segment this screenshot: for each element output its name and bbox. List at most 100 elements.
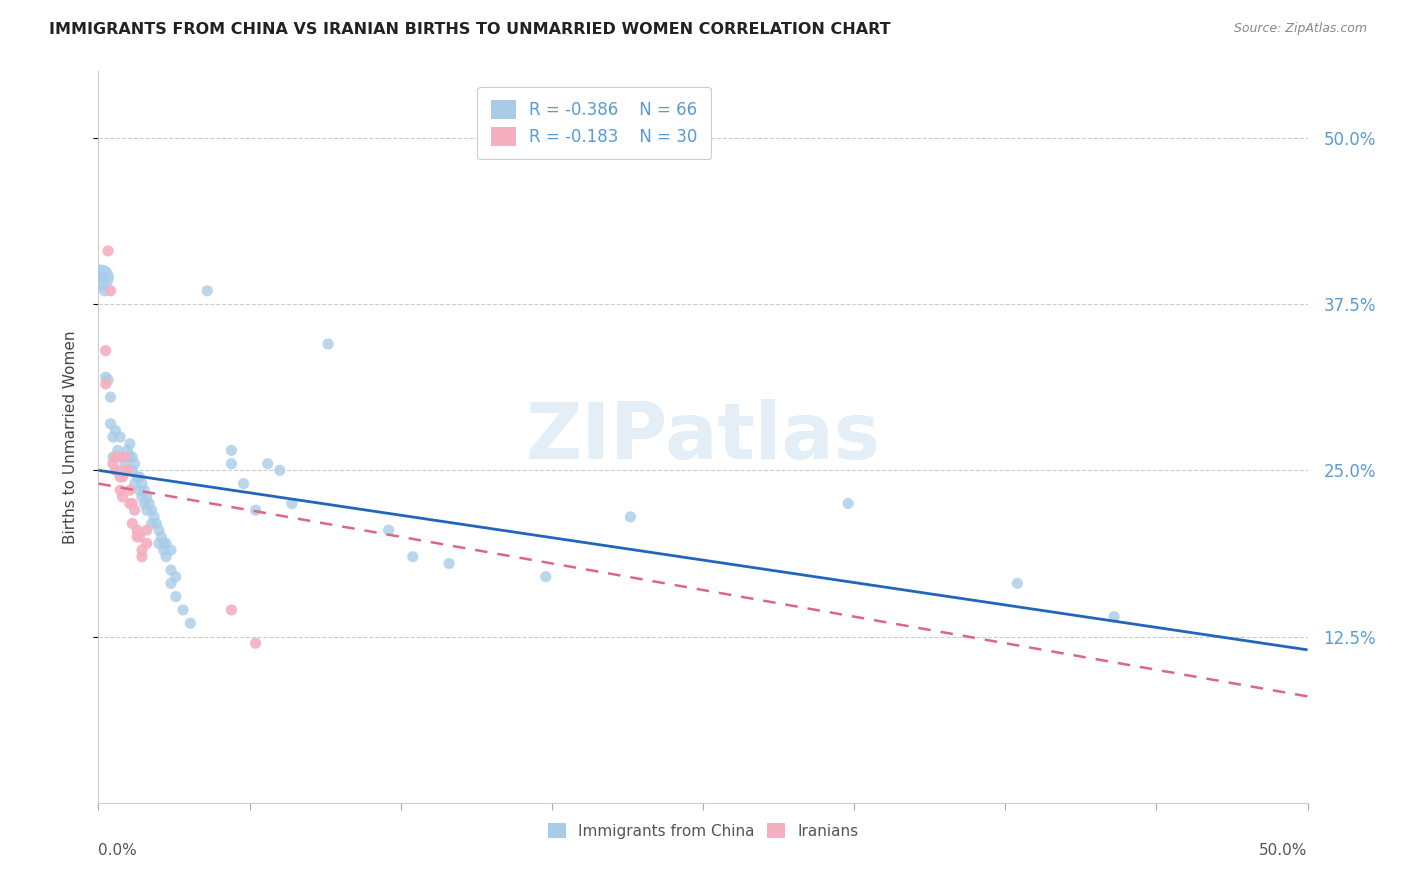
Point — [111, 490, 134, 504]
Point — [172, 603, 194, 617]
Point — [91, 270, 114, 285]
Point — [104, 424, 127, 438]
Point — [121, 450, 143, 464]
Point — [534, 570, 557, 584]
Point — [100, 390, 122, 404]
Point — [245, 503, 267, 517]
Point — [141, 503, 163, 517]
Point — [143, 509, 166, 524]
Point — [94, 370, 117, 384]
Point — [148, 536, 170, 550]
Point — [141, 516, 163, 531]
Point — [127, 470, 149, 484]
Point — [152, 536, 174, 550]
Point — [118, 450, 141, 464]
Point — [1007, 576, 1029, 591]
Point — [128, 470, 150, 484]
Point — [97, 244, 120, 258]
Point — [97, 373, 120, 387]
Point — [221, 603, 243, 617]
Point — [121, 463, 143, 477]
Point — [131, 490, 153, 504]
Point — [114, 463, 136, 477]
Point — [221, 443, 243, 458]
Point — [128, 483, 150, 498]
Point — [281, 497, 304, 511]
Point — [104, 450, 127, 464]
Point — [837, 497, 859, 511]
Point — [402, 549, 425, 564]
Point — [135, 536, 157, 550]
Point — [155, 549, 177, 564]
Point — [269, 463, 291, 477]
Point — [101, 457, 124, 471]
Point — [165, 590, 187, 604]
Point — [134, 497, 156, 511]
Point — [160, 576, 183, 591]
Point — [107, 443, 129, 458]
Point — [93, 284, 115, 298]
Point — [148, 523, 170, 537]
Point — [101, 450, 124, 464]
Point — [377, 523, 399, 537]
Point — [101, 430, 124, 444]
Point — [179, 616, 201, 631]
Point — [245, 636, 267, 650]
Point — [117, 463, 139, 477]
Point — [165, 570, 187, 584]
Point — [114, 457, 136, 471]
Point — [118, 497, 141, 511]
Text: ZIPatlas: ZIPatlas — [526, 399, 880, 475]
Point — [152, 543, 174, 558]
Point — [100, 417, 122, 431]
Point — [316, 337, 339, 351]
Point — [107, 463, 129, 477]
Point — [1102, 609, 1125, 624]
Point — [111, 450, 134, 464]
Point — [104, 463, 127, 477]
Point — [160, 543, 183, 558]
Point — [135, 490, 157, 504]
Point — [127, 523, 149, 537]
Point — [135, 523, 157, 537]
Point — [150, 530, 173, 544]
Point — [118, 436, 141, 450]
Text: IMMIGRANTS FROM CHINA VS IRANIAN BIRTHS TO UNMARRIED WOMEN CORRELATION CHART: IMMIGRANTS FROM CHINA VS IRANIAN BIRTHS … — [49, 22, 891, 37]
Point — [114, 450, 136, 464]
Point — [221, 457, 243, 471]
Text: Source: ZipAtlas.com: Source: ZipAtlas.com — [1233, 22, 1367, 36]
Point — [128, 530, 150, 544]
Point — [131, 476, 153, 491]
Point — [94, 376, 117, 391]
Point — [145, 516, 167, 531]
Y-axis label: Births to Unmarried Women: Births to Unmarried Women — [63, 330, 77, 544]
Point — [94, 343, 117, 358]
Point — [160, 563, 183, 577]
Point — [138, 497, 160, 511]
Point — [124, 503, 146, 517]
Point — [118, 483, 141, 498]
Point — [100, 284, 122, 298]
Point — [619, 509, 641, 524]
Point — [195, 284, 218, 298]
Point — [108, 430, 131, 444]
Point — [134, 483, 156, 498]
Point — [437, 557, 460, 571]
Point — [127, 530, 149, 544]
Point — [155, 536, 177, 550]
Legend: Immigrants from China, Iranians: Immigrants from China, Iranians — [540, 815, 866, 847]
Point — [90, 270, 112, 285]
Point — [108, 470, 131, 484]
Point — [256, 457, 278, 471]
Point — [135, 503, 157, 517]
Point — [232, 476, 254, 491]
Point — [107, 450, 129, 464]
Point — [124, 476, 146, 491]
Text: 0.0%: 0.0% — [98, 843, 138, 858]
Point — [108, 483, 131, 498]
Point — [131, 549, 153, 564]
Point — [121, 497, 143, 511]
Point — [124, 457, 146, 471]
Point — [117, 463, 139, 477]
Text: 50.0%: 50.0% — [1260, 843, 1308, 858]
